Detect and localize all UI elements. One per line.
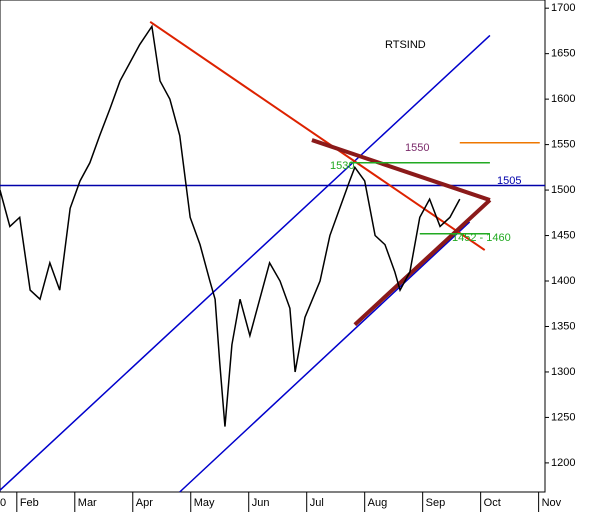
- y-tick-label: 1300: [551, 366, 575, 378]
- trend-line: [0, 34, 491, 491]
- y-tick-label: 1250: [551, 411, 575, 423]
- annotation: 1550: [405, 142, 429, 154]
- x-tick-label: Oct: [484, 497, 501, 509]
- y-tick-label: 1350: [551, 320, 575, 332]
- price-line: [0, 24, 461, 427]
- annotation: 1530: [330, 160, 354, 172]
- annotation: 0: [0, 497, 6, 509]
- x-tick-label: Apr: [136, 497, 153, 509]
- x-tick-label: May: [194, 497, 215, 509]
- y-tick-label: 1650: [551, 48, 575, 60]
- x-tick-label: Sep: [426, 497, 446, 509]
- trend-line: [179, 221, 471, 493]
- trend-line: [149, 21, 486, 251]
- y-tick-label: 1400: [551, 275, 575, 287]
- x-tick-label: Aug: [368, 497, 388, 509]
- x-tick-label: Nov: [542, 497, 562, 509]
- y-tick-label: 1500: [551, 184, 575, 196]
- annotation: 1452 - 1460: [452, 232, 511, 244]
- x-tick-label: Mar: [78, 497, 97, 509]
- trend-line: [311, 138, 491, 202]
- series-label: RTSIND: [385, 39, 426, 51]
- y-tick-label: 1700: [551, 2, 575, 14]
- y-tick-label: 1450: [551, 229, 575, 241]
- trend-line: [353, 198, 492, 327]
- x-tick-label: Jul: [310, 497, 324, 509]
- plot-frame: [0, 0, 546, 493]
- annotation: 1505: [497, 175, 521, 187]
- y-tick-label: 1550: [551, 139, 575, 151]
- y-tick-label: 1600: [551, 93, 575, 105]
- x-tick-label: Feb: [20, 497, 39, 509]
- x-tick-label: Jun: [252, 497, 270, 509]
- y-tick-label: 1200: [551, 457, 575, 469]
